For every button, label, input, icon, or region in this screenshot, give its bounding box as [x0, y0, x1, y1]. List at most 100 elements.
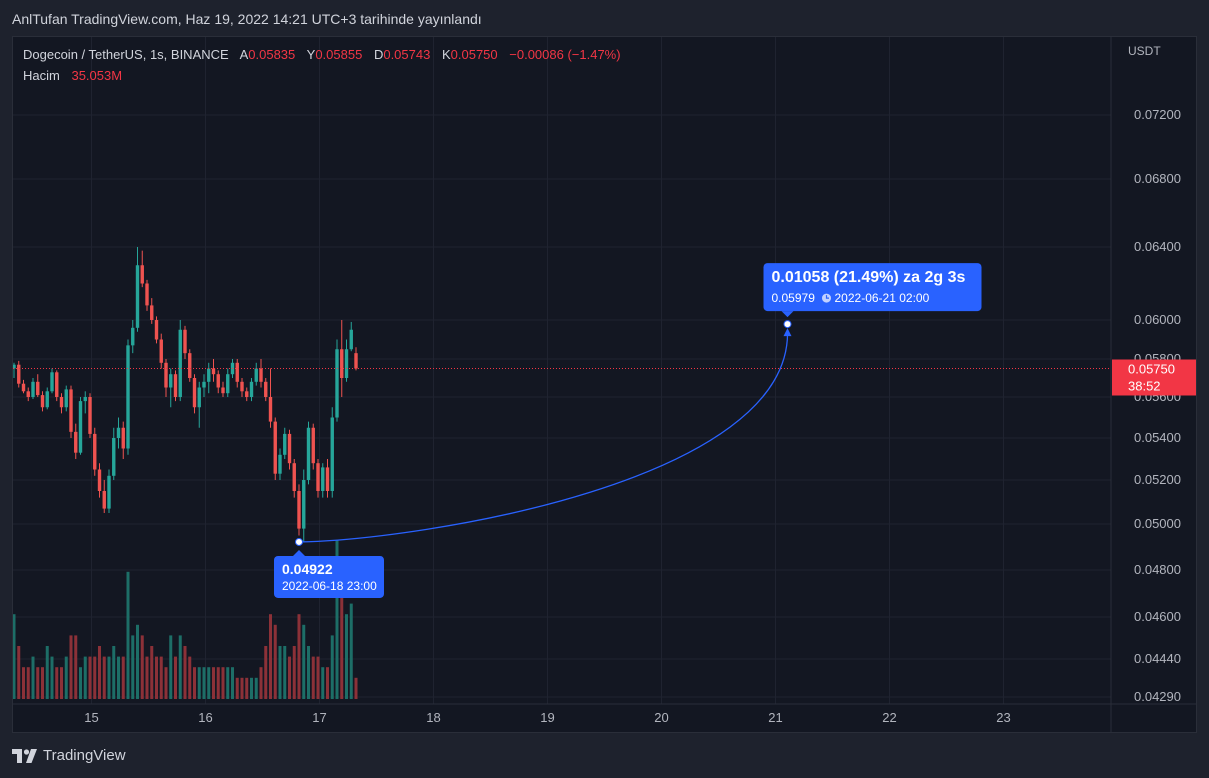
volume-bar: [64, 656, 68, 699]
candle-body: [59, 397, 64, 408]
candle: [283, 427, 287, 459]
candle-body: [330, 417, 334, 491]
candle-body: [325, 467, 330, 491]
volume-label[interactable]: Hacim: [23, 68, 60, 83]
candle: [55, 370, 59, 402]
volume-bar: [102, 656, 106, 699]
candle-body: [221, 387, 225, 394]
callout-pointer: [781, 311, 794, 318]
candle: [226, 368, 230, 397]
candle: [59, 393, 64, 414]
candle-body: [335, 349, 339, 418]
candle: [164, 359, 168, 397]
volume-bar: [321, 667, 325, 699]
candle-body: [292, 463, 296, 491]
time-tick-label: 15: [84, 710, 98, 725]
volume-bar: [259, 667, 263, 699]
candle: [112, 427, 116, 480]
candle-body: [140, 265, 144, 284]
candle-body: [297, 491, 301, 529]
candle-body: [145, 283, 149, 306]
candle-body: [287, 433, 292, 464]
measure-arrowhead: [783, 328, 792, 337]
volume-bar: [50, 656, 54, 699]
volume-bar: [231, 667, 234, 699]
candle: [13, 362, 16, 378]
volume-bar: [88, 656, 92, 699]
low-value: 0.05743: [383, 47, 431, 62]
open-value: 0.05835: [248, 47, 296, 62]
candle-body: [316, 463, 320, 491]
candle-body: [349, 329, 353, 350]
candle: [64, 385, 68, 412]
candle: [264, 378, 268, 402]
volume-bar: [117, 656, 120, 699]
candle-body: [321, 467, 325, 491]
candle-body: [169, 374, 173, 388]
price-axis-labels: 0.072000.068000.064000.060000.058000.056…: [1134, 107, 1181, 704]
volume-bar: [107, 656, 111, 699]
candle: [240, 378, 244, 397]
candle: [311, 423, 315, 470]
candle: [88, 393, 92, 438]
chart-area[interactable]: 0.01058 (21.49%) za 2g 3s 0.05979 2022-06-…: [12, 36, 1197, 733]
candlestick-chart[interactable]: 0.01058 (21.49%) za 2g 3s 0.05979 2022-06-…: [13, 37, 1197, 733]
candle-body: [211, 368, 216, 375]
volume-bar: [216, 667, 220, 699]
price-tick-label: 0.04440: [1134, 651, 1181, 666]
price-tick-label: 0.06400: [1134, 239, 1181, 254]
volume-bar: [169, 635, 173, 699]
candle: [40, 391, 45, 412]
measure-start-price: 0.04922: [282, 561, 333, 577]
footer: TradingView: [12, 733, 412, 778]
candle: [150, 298, 154, 324]
candle-body: [264, 381, 268, 397]
volume-bar: [93, 656, 97, 699]
candle-body: [311, 427, 315, 464]
volume-bar: [311, 656, 315, 699]
candle: [249, 378, 254, 402]
candle-body: [259, 368, 263, 382]
measure-target-price: 0.05979: [772, 291, 816, 305]
candle: [107, 469, 111, 513]
candle-body: [340, 349, 344, 378]
candle: [330, 407, 334, 498]
volume-bar: [316, 656, 320, 699]
volume-bar: [79, 667, 82, 699]
volume-bar: [145, 656, 149, 699]
time-tick-label: 21: [768, 710, 782, 725]
callout-box: [763, 263, 982, 312]
volume-bar: [297, 614, 301, 699]
candle: [97, 463, 102, 498]
candle-body: [13, 364, 16, 369]
candle-body: [283, 433, 287, 455]
candle: [211, 359, 216, 382]
volume-bar: [22, 667, 25, 699]
candle: [192, 374, 197, 414]
volume-bar: [178, 635, 182, 699]
candle: [78, 397, 83, 455]
volume-bar: [164, 667, 168, 699]
symbol-label[interactable]: Dogecoin / TetherUS, 1s, BINANCE: [23, 47, 229, 62]
candle-body: [40, 395, 45, 408]
candle-body: [55, 372, 59, 397]
candle: [83, 391, 87, 414]
candle: [131, 320, 135, 354]
measure-start-time: 2022-06-18 23:00: [282, 579, 377, 593]
callout-box: [274, 555, 384, 598]
time-tick-label: 18: [426, 710, 440, 725]
candle: [278, 448, 282, 480]
candle-body: [159, 339, 163, 363]
time-tick-label: 17: [312, 710, 326, 725]
volume-bar: [354, 677, 358, 699]
measure-end-point: [783, 320, 792, 329]
volume-bar: [326, 667, 329, 699]
candle: [183, 325, 187, 359]
candle: [159, 333, 163, 369]
candle: [126, 339, 130, 455]
volume-bar: [17, 646, 21, 699]
volume-bar: [278, 646, 282, 699]
volume-bar: [174, 656, 177, 699]
time-axis-labels: 15 16 17 18 19 20 21 22 23: [84, 710, 1010, 725]
candle: [188, 349, 192, 382]
